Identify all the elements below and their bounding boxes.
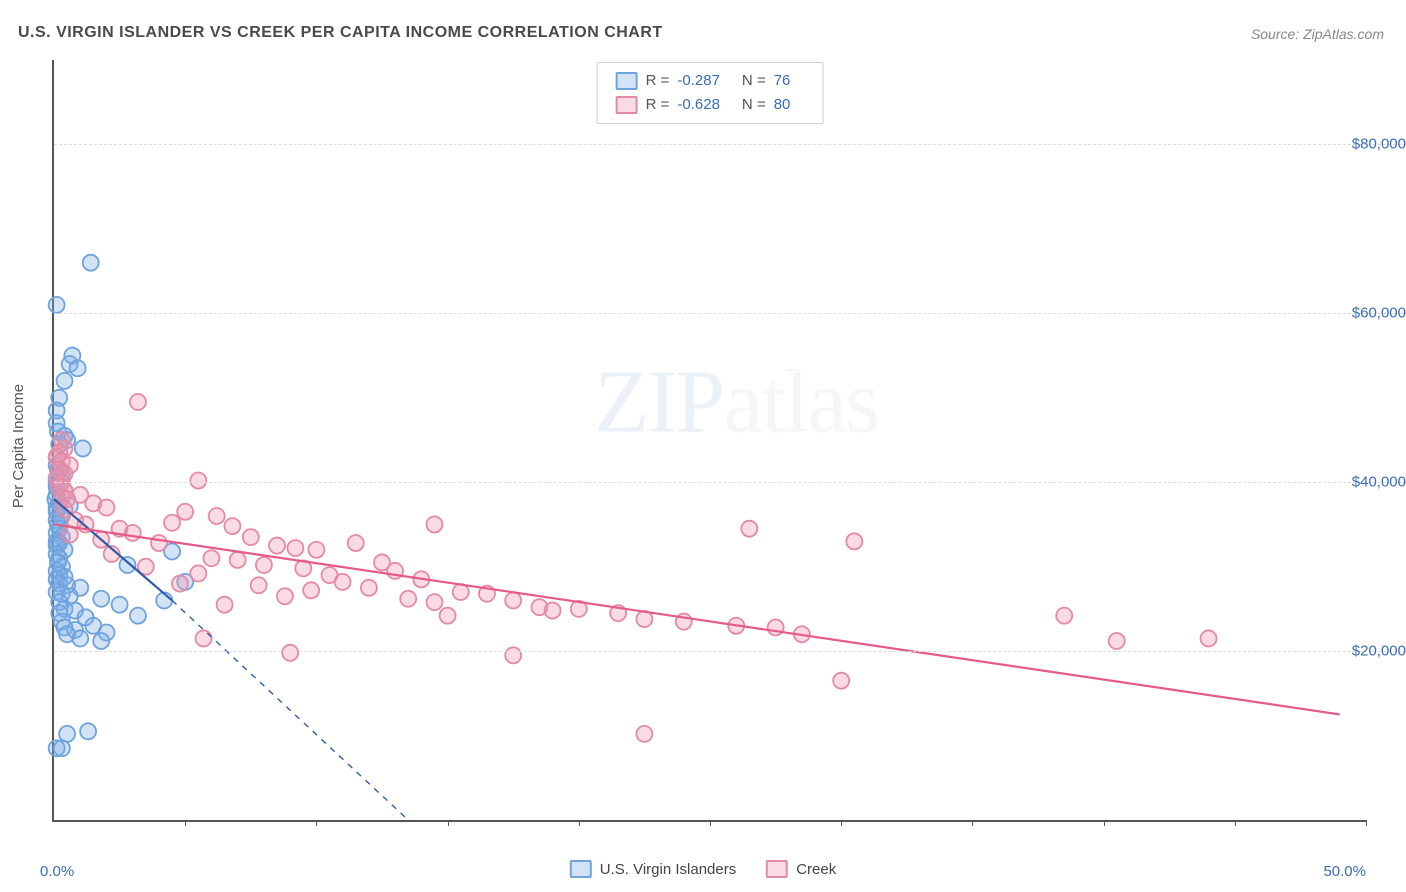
series-legend: U.S. Virgin Islanders Creek <box>570 860 836 878</box>
y-tick-label: $80,000 <box>1316 136 1406 153</box>
source-attribution: Source: ZipAtlas.com <box>1251 26 1384 42</box>
n-label-2: N = <box>742 93 766 117</box>
stats-legend: R = -0.287 N = 76 R = -0.628 N = 80 <box>597 62 824 124</box>
correlation-chart: U.S. VIRGIN ISLANDER VS CREEK PER CAPITA… <box>0 0 1406 892</box>
r-label-1: R = <box>646 69 670 93</box>
y-axis-label: Per Capita Income <box>10 384 27 508</box>
legend-swatch-1 <box>570 860 592 878</box>
r-value-1: -0.287 <box>677 69 720 93</box>
plot-area: ZIPatlas R = -0.287 N = 76 R = -0.628 N … <box>52 60 1366 822</box>
legend-item-1: U.S. Virgin Islanders <box>570 860 736 878</box>
swatch-series-1 <box>616 72 638 90</box>
swatch-series-2 <box>616 96 638 114</box>
x-axis-min-label: 0.0% <box>40 863 74 880</box>
chart-title: U.S. VIRGIN ISLANDER VS CREEK PER CAPITA… <box>18 24 663 42</box>
stats-row-1: R = -0.287 N = 76 <box>616 69 805 93</box>
n-value-1: 76 <box>774 69 791 93</box>
legend-label-1: U.S. Virgin Islanders <box>600 861 736 878</box>
legend-label-2: Creek <box>796 861 836 878</box>
r-label-2: R = <box>646 93 670 117</box>
legend-swatch-2 <box>766 860 788 878</box>
y-tick-label: $20,000 <box>1316 643 1406 660</box>
r-value-2: -0.628 <box>677 93 720 117</box>
y-tick-label: $60,000 <box>1316 305 1406 322</box>
stats-row-2: R = -0.628 N = 80 <box>616 93 805 117</box>
x-axis-max-label: 50.0% <box>1323 863 1366 880</box>
y-tick-label: $40,000 <box>1316 474 1406 491</box>
n-value-2: 80 <box>774 93 791 117</box>
legend-item-2: Creek <box>766 860 836 878</box>
chart-svg <box>54 60 1366 820</box>
n-label-1: N = <box>742 69 766 93</box>
